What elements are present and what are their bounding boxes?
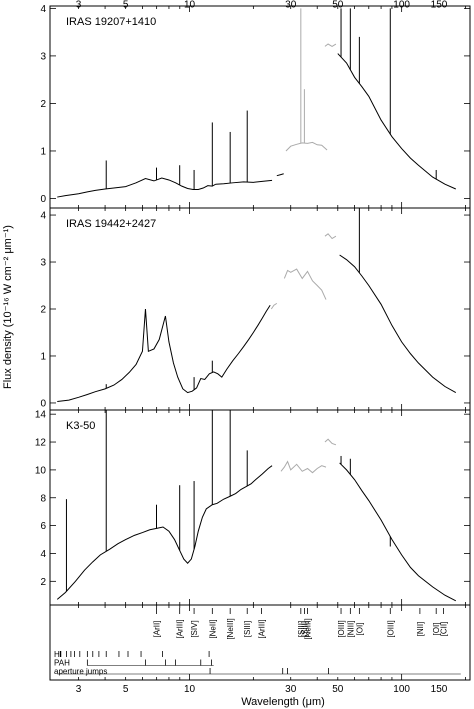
- top-x-tick-label: 3: [76, 0, 82, 11]
- panel-label: IRAS 19442+2427: [66, 218, 156, 230]
- forbidden-line-label: [NeIII]: [226, 618, 235, 639]
- panel-frame-3: [49, 604, 471, 681]
- panel-frame-2: [49, 409, 471, 606]
- line-identification-panel: [ArII] [ArIII] [SIV] [NeII] [NeIII] [SIII] [Ar…: [54, 608, 461, 676]
- panel-2-plot: [56, 410, 457, 602]
- top-x-tick-label: 150: [431, 0, 448, 11]
- forbidden-line-label: [SIII]: [243, 621, 252, 637]
- forbidden-line-label: [SiII]: [300, 621, 309, 637]
- forbidden-line-label: [SIII]: [297, 621, 306, 637]
- y-tick-label: 3: [40, 258, 46, 269]
- spectrum-sws-series: [56, 465, 273, 600]
- forbidden-line-label: [NeIII]: [304, 618, 313, 639]
- top-x-tick-label: 50: [332, 0, 344, 11]
- y-tick-label: 1: [40, 146, 46, 157]
- forbidden-line-label: [OI]: [432, 623, 441, 636]
- top-x-tick-label: 30: [285, 0, 297, 11]
- spectrum-lws-series: [339, 462, 457, 602]
- top-x-tick-label: 100: [393, 0, 410, 11]
- y-tick-label: 2: [40, 305, 46, 316]
- bottom-x-tick-label: 50: [332, 684, 344, 695]
- spectrum-sws-series: [276, 173, 284, 177]
- forbidden-line-label: [NIII]: [346, 621, 355, 638]
- panel-label: IRAS 19207+1410: [66, 16, 156, 28]
- forbidden-line-label: [NeII]: [208, 619, 217, 638]
- y-tick-label: 0: [40, 194, 46, 205]
- top-x-tick-label: 10: [184, 0, 196, 11]
- y-tick-label: 14: [35, 410, 47, 421]
- y-tick-label: 4: [40, 211, 46, 222]
- y-tick-label: 3: [40, 51, 46, 62]
- forbidden-line-label: [OIII]: [337, 620, 346, 637]
- y-tick-label: 2: [40, 99, 46, 110]
- y-tick-label: 12: [35, 438, 47, 449]
- id-row-label: aperture jumps: [54, 667, 107, 676]
- bottom-x-tick-label: 100: [393, 684, 410, 695]
- forbidden-line-label: [OIII]: [386, 620, 395, 637]
- y-axis-title: Flux density (10⁻¹⁶ W cm⁻² μm⁻¹): [2, 225, 14, 389]
- x-axis-title: Wavelength (μm): [241, 696, 325, 708]
- spectrum-sws-series: [57, 304, 271, 403]
- forbidden-line-label: [ArIII]: [176, 619, 185, 638]
- forbidden-line-label: [ArII]: [153, 621, 162, 638]
- panel-frame-0: [49, 5, 471, 209]
- id-row-label: HI: [54, 650, 62, 659]
- y-tick-label: 8: [40, 493, 46, 504]
- spectrum-lws-short-series: [324, 43, 337, 47]
- id-row-label: PAH: [54, 659, 70, 668]
- bottom-x-tick-label: 150: [431, 684, 448, 695]
- spectrum-sws-band4-series: [285, 141, 328, 152]
- y-tick-label: 4: [40, 4, 46, 15]
- spectrum-sws-band4-series: [270, 302, 278, 310]
- bottom-x-tick-label: 5: [123, 684, 129, 695]
- spectrum-lws-short-series: [324, 438, 337, 446]
- forbidden-line-label: [SIV]: [190, 620, 199, 637]
- y-tick-label: 10: [35, 465, 47, 476]
- y-tick-label: 1: [40, 351, 46, 362]
- top-x-tick-label: 5: [123, 0, 129, 11]
- panel-1-plot: [57, 208, 457, 403]
- panel-frames: [49, 5, 471, 681]
- panel-label: K3-50: [66, 420, 95, 432]
- panel-frame-1: [49, 207, 471, 411]
- y-tick-label: 6: [40, 521, 46, 532]
- bottom-x-tick-label: 3: [76, 684, 82, 695]
- forbidden-line-label: [OI]: [355, 623, 364, 636]
- spectrum-sws-series: [57, 177, 217, 198]
- bottom-x-tick-label: 30: [285, 684, 297, 695]
- series-layer: [56, 8, 457, 602]
- ticks-layer: [50, 6, 470, 680]
- spectrum-lws-short-series: [324, 233, 337, 240]
- spectrum-lws-series: [339, 254, 457, 394]
- y-tick-label: 0: [40, 398, 46, 409]
- y-tick-label: 2: [40, 577, 46, 588]
- spectrum-sws-series: [215, 179, 273, 185]
- forbidden-line-label: [ArIII]: [257, 619, 266, 638]
- y-tick-label: 4: [40, 549, 46, 560]
- forbidden-line-label: [NII]: [416, 622, 425, 637]
- spectrum-sws-band4-series: [280, 460, 327, 474]
- spectrum-sws-band4-series: [283, 268, 327, 300]
- forbidden-line-label: [CII]: [440, 622, 449, 637]
- bottom-x-tick-label: 10: [184, 684, 196, 695]
- panel-0-plot: [57, 8, 457, 198]
- spectrum-lws-series: [337, 53, 457, 190]
